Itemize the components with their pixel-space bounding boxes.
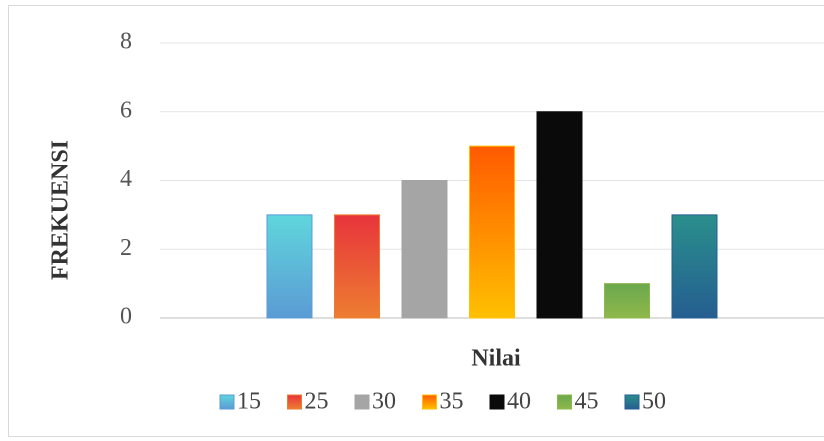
- bar: [604, 283, 650, 319]
- legend-swatch: [287, 394, 302, 410]
- legend-label: 30: [372, 389, 396, 415]
- legend-label: 25: [305, 389, 329, 415]
- bar: [671, 214, 718, 319]
- legend-label: 45: [575, 389, 599, 415]
- y-tick-label: 4: [120, 166, 132, 192]
- legend-swatch: [219, 394, 235, 410]
- y-tick-label: 6: [120, 97, 132, 123]
- y-tick-label: 2: [120, 235, 132, 261]
- legend-label: 40: [507, 389, 531, 415]
- legend-swatch: [624, 394, 640, 410]
- y-tick-label: 0: [120, 304, 132, 330]
- bar: [266, 214, 313, 319]
- y-axis-label: FREKUENSI: [48, 140, 74, 280]
- legend-swatch: [354, 394, 370, 410]
- legend-swatch: [557, 394, 572, 410]
- legend-swatch: [489, 394, 505, 410]
- x-axis-label: Nilai: [471, 346, 521, 372]
- bar: [469, 145, 515, 319]
- y-tick-label: 8: [120, 29, 132, 55]
- legend-label: 50: [642, 389, 666, 415]
- legend-label: 15: [237, 389, 261, 415]
- legend-swatch: [422, 394, 437, 410]
- legend-label: 35: [440, 389, 464, 415]
- bar: [401, 180, 448, 319]
- bar: [536, 111, 583, 319]
- bar: [334, 214, 380, 319]
